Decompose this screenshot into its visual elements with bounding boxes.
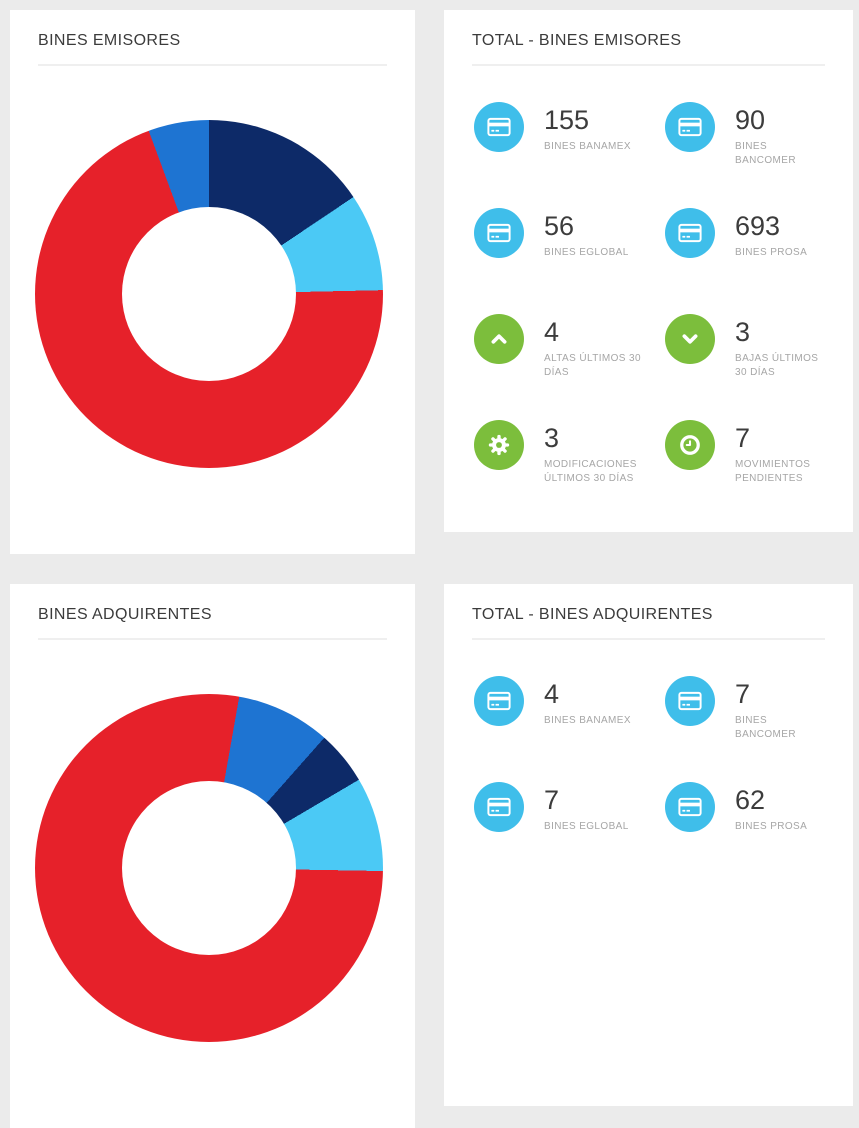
chevron-down-icon	[665, 314, 715, 364]
clock-icon	[665, 420, 715, 470]
stat-label: BAJAS ÚLTIMOS 30 DÍAS	[735, 353, 819, 378]
stat-bines-prosa: 62 BINES PROSA	[665, 782, 829, 888]
stat-bines-eglobal: 7 BINES EGLOBAL	[474, 782, 665, 888]
stat-value: 7	[735, 423, 751, 453]
stat-value: 155	[544, 105, 590, 135]
credit-card-icon	[665, 208, 715, 258]
stat-value: 62	[735, 785, 766, 815]
stat-label: ALTAS ÚLTIMOS 30 DÍAS	[544, 353, 641, 378]
stat-value: 4	[544, 317, 560, 347]
stat-bines-bancomer: 7 BINES BANCOMER	[665, 676, 829, 782]
credit-card-icon	[474, 102, 524, 152]
stat-label: BINES BANCOMER	[735, 141, 796, 166]
stat-value: 56	[544, 211, 575, 241]
stat-text: 7 BINES BANCOMER	[735, 676, 829, 742]
stat-label: BINES EGLOBAL	[544, 821, 629, 832]
stat-bines-bancomer: 90 BINES BANCOMER	[665, 102, 829, 208]
stat-value: 693	[735, 211, 781, 241]
stat-text: 7 MOVIMIENTOS PENDIENTES	[735, 420, 829, 486]
stat-bines-eglobal: 56 BINES EGLOBAL	[474, 208, 665, 314]
stat-label: BINES EGLOBAL	[544, 247, 629, 258]
stat-movimientos-pendientes: 7 MOVIMIENTOS PENDIENTES	[665, 420, 829, 526]
card-total-bines-emisores: TOTAL - BINES EMISORES 155 BINES BANAMEX…	[444, 10, 853, 532]
title-divider	[38, 638, 387, 640]
card-bines-emisores: BINES EMISORES	[10, 10, 415, 554]
stat-bines-banamex: 4 BINES BANAMEX	[474, 676, 665, 782]
stat-label: MOVIMIENTOS PENDIENTES	[735, 459, 811, 484]
donut-chart-bines-emisores[interactable]	[35, 120, 383, 468]
stat-bines-prosa: 693 BINES PROSA	[665, 208, 829, 314]
stat-altas: 4 ALTAS ÚLTIMOS 30 DÍAS	[474, 314, 665, 420]
stat-text: 4 BINES BANAMEX	[544, 676, 631, 728]
donut-hole	[122, 781, 296, 955]
stats-grid: 155 BINES BANAMEX 90 BINES BANCOMER 56 B…	[474, 102, 829, 526]
stat-modificaciones: 3 MODIFICACIONES ÚLTIMOS 30 DÍAS	[474, 420, 665, 526]
credit-card-icon	[474, 208, 524, 258]
card-title-total-bines-emisores: TOTAL - BINES EMISORES	[472, 32, 682, 49]
stat-value: 4	[544, 679, 560, 709]
donut-chart-bines-adquirentes[interactable]	[35, 694, 383, 1042]
stat-text: 155 BINES BANAMEX	[544, 102, 631, 154]
stat-value: 3	[735, 317, 751, 347]
chevron-up-icon	[474, 314, 524, 364]
stat-label: MODIFICACIONES ÚLTIMOS 30 DÍAS	[544, 459, 637, 484]
stat-text: 62 BINES PROSA	[735, 782, 807, 834]
stat-text: 3 MODIFICACIONES ÚLTIMOS 30 DÍAS	[544, 420, 664, 486]
stat-text: 3 BAJAS ÚLTIMOS 30 DÍAS	[735, 314, 829, 380]
stat-value: 90	[735, 105, 766, 135]
stat-label: BINES BANAMEX	[544, 141, 631, 152]
credit-card-icon	[665, 102, 715, 152]
stat-bajas: 3 BAJAS ÚLTIMOS 30 DÍAS	[665, 314, 829, 420]
credit-card-icon	[474, 676, 524, 726]
title-divider	[472, 64, 825, 66]
stat-text: 7 BINES EGLOBAL	[544, 782, 629, 834]
stat-label: BINES BANCOMER	[735, 715, 796, 740]
stats-grid: 4 BINES BANAMEX 7 BINES BANCOMER 7 BINES…	[474, 676, 829, 888]
title-divider	[472, 638, 825, 640]
donut-hole	[122, 207, 296, 381]
card-title-bines-emisores: BINES EMISORES	[38, 32, 181, 49]
card-total-bines-adquirentes: TOTAL - BINES ADQUIRENTES 4 BINES BANAME…	[444, 584, 853, 1106]
card-title-bines-adquirentes: BINES ADQUIRENTES	[38, 606, 212, 623]
stat-label: BINES PROSA	[735, 821, 808, 832]
stat-value: 3	[544, 423, 560, 453]
stat-text: 4 ALTAS ÚLTIMOS 30 DÍAS	[544, 314, 664, 380]
title-divider	[38, 64, 387, 66]
stat-value: 7	[544, 785, 560, 815]
stat-label: BINES PROSA	[735, 247, 808, 258]
credit-card-icon	[665, 782, 715, 832]
stat-value: 7	[735, 679, 751, 709]
card-bines-adquirentes: BINES ADQUIRENTES	[10, 584, 415, 1128]
stat-bines-banamex: 155 BINES BANAMEX	[474, 102, 665, 208]
stat-label: BINES BANAMEX	[544, 715, 631, 726]
stat-text: 56 BINES EGLOBAL	[544, 208, 629, 260]
card-title-total-bines-adquirentes: TOTAL - BINES ADQUIRENTES	[472, 606, 713, 623]
credit-card-icon	[665, 676, 715, 726]
stat-text: 90 BINES BANCOMER	[735, 102, 829, 168]
credit-card-icon	[474, 782, 524, 832]
gear-icon	[474, 420, 524, 470]
stat-text: 693 BINES PROSA	[735, 208, 807, 260]
